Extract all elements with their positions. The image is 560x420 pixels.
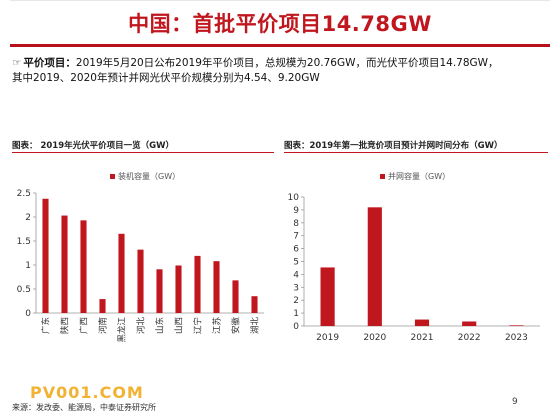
legend: 并网容量（GW） xyxy=(380,171,450,181)
bar-黑龙江 xyxy=(118,233,125,313)
bar-2021 xyxy=(414,319,430,326)
x-tick-label: 湖北 xyxy=(251,317,261,335)
y-tick-label: 3 xyxy=(293,283,299,293)
bullet-icon: ☞ xyxy=(12,57,22,69)
x-tick-label: 山西 xyxy=(174,317,185,334)
y-tick-label: 1.5 xyxy=(17,237,31,247)
x-tick-label: 黑龙江 xyxy=(117,317,128,343)
y-tick-label: 2.5 xyxy=(17,189,31,199)
figure-caption-right: 图表：2019年第一批竞价项目预计并网时间分布（GW） xyxy=(284,141,503,151)
x-tick-label: 河北 xyxy=(136,317,147,335)
x-tick-label: 广西 xyxy=(79,317,90,334)
bar-河南 xyxy=(99,299,106,313)
y-tick-label: 8 xyxy=(293,219,299,229)
x-tick-label: 广东 xyxy=(41,317,52,334)
x-tick-label: 江苏 xyxy=(212,317,223,335)
page-title: 中国：首批平价项目14.78GW xyxy=(128,12,432,36)
legend-swatch xyxy=(110,174,115,179)
bar-2022 xyxy=(462,321,477,326)
x-tick-label: 河南 xyxy=(98,317,109,334)
x-tick-label: 2019 xyxy=(316,333,339,343)
bar-江苏 xyxy=(213,261,220,313)
y-tick-label: 0.5 xyxy=(17,285,31,295)
y-tick-label: 9 xyxy=(293,206,299,216)
bullet-lead: 平价项目： xyxy=(23,57,76,69)
bullet-line-1: 2019年5月20日公布2019年平价项目，总规模为20.76GW，而光伏平价项… xyxy=(75,57,499,69)
y-tick-label: 1 xyxy=(293,309,299,319)
bar-广西 xyxy=(80,220,87,313)
x-tick-label: 辽宁 xyxy=(193,317,204,334)
chart-grid-connection-timing: 并网容量（GW） 0 1 2 3 4 5 6 7 8 9 10 2019 2020 2021 2022 2023 xyxy=(288,171,540,343)
figure-caption-left: 图表： 2019年光伏平价项目一览（GW） xyxy=(12,141,174,151)
page-number: 9 xyxy=(512,397,518,407)
x-tick-label: 2022 xyxy=(458,333,481,343)
y-tick-label: 1 xyxy=(25,261,31,271)
y-tick-label: 2 xyxy=(293,296,299,306)
bar-广东 xyxy=(42,198,49,313)
x-tick-label: 山东 xyxy=(155,317,166,334)
x-tick-label: 安徽 xyxy=(231,317,242,335)
bar-2019 xyxy=(320,267,335,326)
top-divider xyxy=(10,0,550,1)
title-band: 中国：首批平价项目14.78GW xyxy=(0,0,560,48)
y-tick-label: 0 xyxy=(25,309,31,319)
y-tick-label: 6 xyxy=(293,245,299,255)
bar-2020 xyxy=(367,207,382,326)
legend-label: 并网容量（GW） xyxy=(388,171,450,181)
bar-山东 xyxy=(156,269,163,313)
y-tick-label: 10 xyxy=(288,193,300,203)
bullet-paragraph: ☞ 平价项目：2019年5月20日公布2019年平价项目，总规模为20.76GW，… xyxy=(12,56,552,86)
legend-swatch xyxy=(380,174,385,179)
bar-安徽 xyxy=(232,280,239,313)
x-tick-label: 陕西 xyxy=(60,317,71,334)
y-tick-label: 7 xyxy=(293,232,299,242)
legend: 装机容量（GW） xyxy=(110,171,180,181)
y-tick-label: 5 xyxy=(293,258,299,268)
bar-河北 xyxy=(137,249,144,313)
legend-label: 装机容量（GW） xyxy=(118,171,180,181)
bullet-line-2: 其中2019、2020年预计并网光伏平价规模分别为4.54、9.20GW xyxy=(12,72,320,84)
watermark-logo: PV001.COM xyxy=(30,383,144,402)
y-tick-label: 4 xyxy=(293,270,299,280)
bar-辽宁 xyxy=(194,255,201,313)
bar-湖北 xyxy=(251,296,258,313)
x-tick-label: 2021 xyxy=(411,333,434,343)
chart-pv-parity-projects: 装机容量（GW） 0 0.5 1 1.5 2 2.5 广东 陕西 广西 河南 黑龙江 河北 山东 山西 辽宁江… xyxy=(17,171,264,343)
x-tick-label: 2023 xyxy=(505,333,528,343)
title-underline xyxy=(10,44,550,47)
source-note: 来源：发改委、能源局，中泰证券研究所 xyxy=(12,403,156,412)
y-tick-label: 0 xyxy=(293,322,299,332)
y-tick-label: 2 xyxy=(25,213,31,223)
bar-陕西 xyxy=(61,215,68,313)
figure-rule-right xyxy=(284,152,548,153)
figure-rule-left xyxy=(12,152,274,153)
x-tick-label: 2020 xyxy=(363,333,386,343)
bar-山西 xyxy=(175,265,182,313)
bar-2023 xyxy=(509,325,524,326)
